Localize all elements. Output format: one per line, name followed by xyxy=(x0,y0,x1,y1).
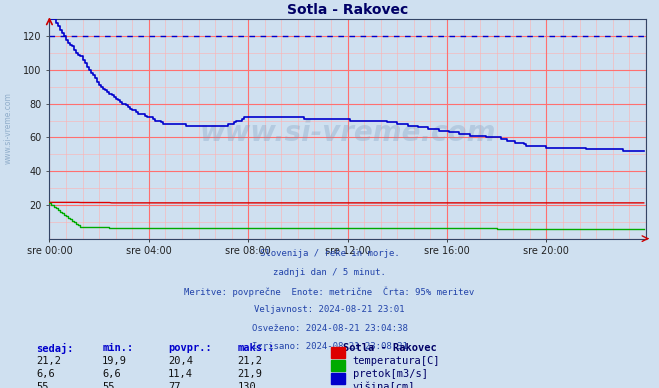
Text: Slovenija / reke in morje.: Slovenija / reke in morje. xyxy=(260,249,399,258)
Text: 77: 77 xyxy=(168,382,181,388)
Text: 130: 130 xyxy=(237,382,256,388)
Text: višina[cm]: višina[cm] xyxy=(353,382,415,388)
Text: maks.:: maks.: xyxy=(237,343,275,353)
Text: Osveženo: 2024-08-21 23:04:38: Osveženo: 2024-08-21 23:04:38 xyxy=(252,324,407,333)
Text: zadnji dan / 5 minut.: zadnji dan / 5 minut. xyxy=(273,268,386,277)
Text: povpr.:: povpr.: xyxy=(168,343,212,353)
Text: 55: 55 xyxy=(36,382,49,388)
Text: 6,6: 6,6 xyxy=(36,369,55,379)
Text: Meritve: povprečne  Enote: metrične  Črta: 95% meritev: Meritve: povprečne Enote: metrične Črta:… xyxy=(185,286,474,297)
Text: 21,2: 21,2 xyxy=(237,356,262,366)
Title: Sotla - Rakovec: Sotla - Rakovec xyxy=(287,3,408,17)
Text: www.si-vreme.com: www.si-vreme.com xyxy=(200,120,496,147)
Text: 11,4: 11,4 xyxy=(168,369,193,379)
Text: sedaj:: sedaj: xyxy=(36,343,74,354)
Text: Sotla - Rakovec: Sotla - Rakovec xyxy=(343,343,436,353)
Text: 55: 55 xyxy=(102,382,115,388)
Text: 19,9: 19,9 xyxy=(102,356,127,366)
Text: www.si-vreme.com: www.si-vreme.com xyxy=(3,92,13,164)
Text: temperatura[C]: temperatura[C] xyxy=(353,356,440,366)
Text: 21,2: 21,2 xyxy=(36,356,61,366)
Text: Izrisano: 2024-08-21 23:08:31: Izrisano: 2024-08-21 23:08:31 xyxy=(252,342,407,351)
Text: min.:: min.: xyxy=(102,343,133,353)
Text: 21,9: 21,9 xyxy=(237,369,262,379)
Text: pretok[m3/s]: pretok[m3/s] xyxy=(353,369,428,379)
Text: 20,4: 20,4 xyxy=(168,356,193,366)
Text: 6,6: 6,6 xyxy=(102,369,121,379)
Text: Veljavnost: 2024-08-21 23:01: Veljavnost: 2024-08-21 23:01 xyxy=(254,305,405,314)
